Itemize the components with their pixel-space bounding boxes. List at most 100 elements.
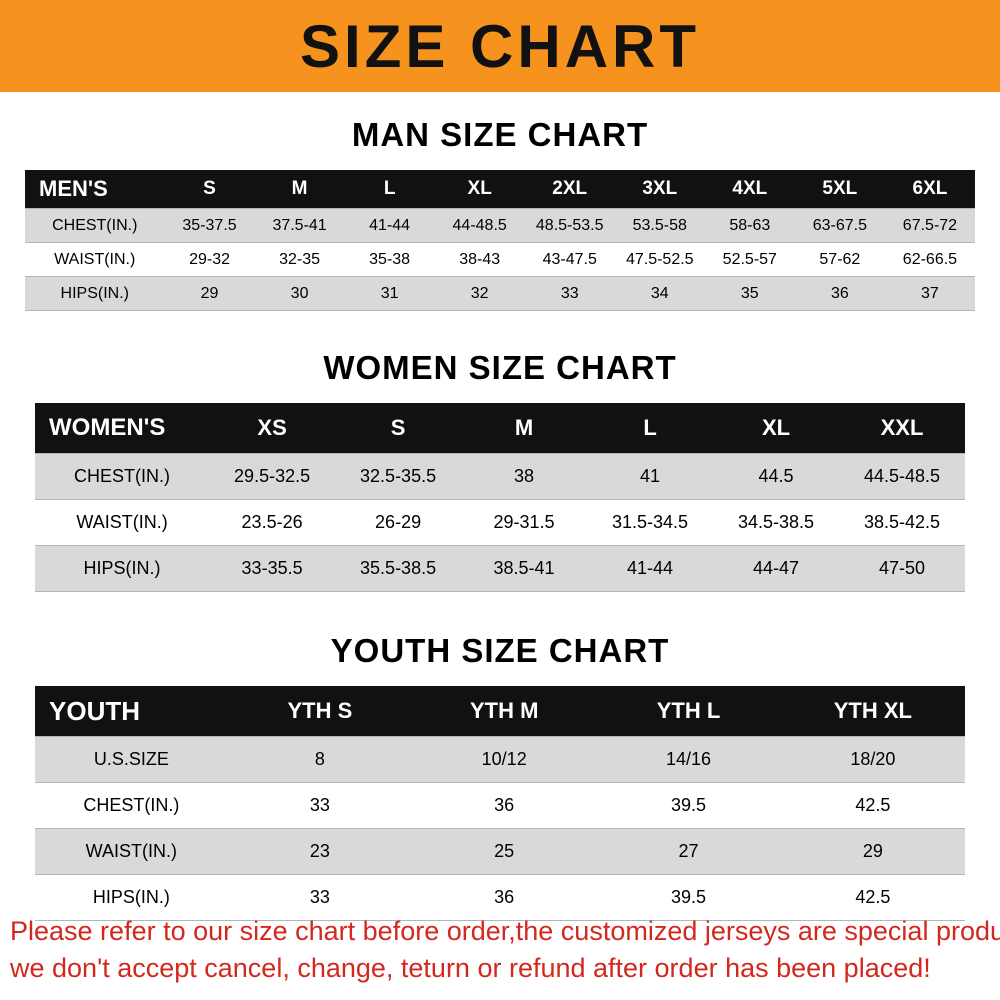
table-cell: 44.5: [713, 453, 840, 500]
footer-notice-line1: Please refer to our size chart before or…: [10, 916, 1000, 947]
column-header: 5XL: [794, 170, 885, 209]
youth-size-table: YOUTH YTH S YTH M YTH L YTH XL U.S.SIZE 8 10/12…: [35, 686, 965, 921]
table-cell: 37.5-41: [254, 208, 345, 243]
table-cell: 58-63: [704, 208, 795, 243]
table-cell: 52.5-57: [704, 242, 795, 277]
table-header-row: WOMEN'S XS S M L XL XXL: [35, 403, 965, 454]
table-cell: 62-66.5: [884, 242, 975, 277]
column-header: S: [335, 403, 462, 454]
column-header: M: [254, 170, 345, 209]
table-cell: 23.5-26: [209, 499, 336, 546]
table-cell: 41-44: [344, 208, 435, 243]
table-row: HIPS(IN.) 29 30 31 32 33 34 35 36 37: [25, 276, 975, 311]
table-row: HIPS(IN.) 33-35.5 35.5-38.5 38.5-41 41-44 44-…: [35, 545, 965, 592]
table-cell: 38-43: [434, 242, 525, 277]
column-header: YTH M: [412, 686, 597, 737]
table-row: CHEST(IN.) 29.5-32.5 32.5-35.5 38 41 44.5 44.5…: [35, 453, 965, 500]
table-row: WAIST(IN.) 23.5-26 26-29 29-31.5 31.5-34.5 34…: [35, 499, 965, 546]
table-cell: 43-47.5: [524, 242, 615, 277]
column-header: 4XL: [704, 170, 795, 209]
row-label: WAIST(IN.): [25, 242, 165, 277]
table-cell: 31: [344, 276, 435, 311]
table-cell: 38: [461, 453, 588, 500]
table-cell: 57-62: [794, 242, 885, 277]
women-section-heading: WOMEN SIZE CHART: [323, 349, 677, 386]
table-cell: 44.5-48.5: [839, 453, 965, 500]
row-label: HIPS(IN.): [35, 545, 210, 592]
men-section-heading: MAN SIZE CHART: [351, 116, 649, 153]
table-cell: 29-31.5: [461, 499, 588, 546]
table-cell: 30: [254, 276, 345, 311]
table-cell: 36: [794, 276, 885, 311]
table-cell: 34.5-38.5: [713, 499, 840, 546]
table-row: WAIST(IN.) 23 25 27 29: [35, 828, 965, 875]
table-cell: 41-44: [587, 545, 714, 592]
table-cell: 33: [227, 782, 413, 829]
table-cell: 33: [524, 276, 615, 311]
table-row: CHEST(IN.) 35-37.5 37.5-41 41-44 44-48.5 48.5…: [25, 208, 975, 243]
table-cell: 29: [164, 276, 255, 311]
column-header: XL: [713, 403, 840, 454]
row-label: HIPS(IN.): [25, 276, 165, 311]
table-cell: 34: [614, 276, 705, 311]
table-cell: 31.5-34.5: [587, 499, 714, 546]
table-cell: 41: [587, 453, 714, 500]
table-cell: 38.5-41: [461, 545, 588, 592]
row-label: HIPS(IN.): [35, 874, 228, 921]
table-cell: 32: [434, 276, 525, 311]
table-row: WAIST(IN.) 29-32 32-35 35-38 38-43 43-47.5 47.…: [25, 242, 975, 277]
table-cell: 23: [227, 828, 413, 875]
table-cell: 26-29: [335, 499, 462, 546]
footer-notice-line2: we don't accept cancel, change, teturn o…: [10, 952, 931, 983]
footer-notice: Please refer to our size chart before or…: [10, 913, 1000, 986]
column-header: XS: [209, 403, 336, 454]
banner: SIZE CHART: [0, 0, 1000, 92]
column-header: L: [344, 170, 435, 209]
column-header: YTH XL: [780, 686, 965, 737]
table-cell: 44-48.5: [434, 208, 525, 243]
row-label: WAIST(IN.): [35, 499, 210, 546]
table-cell: 8: [227, 736, 413, 783]
table-cell: 39.5: [596, 874, 781, 921]
table-title-cell: YOUTH: [35, 686, 228, 737]
table-row: CHEST(IN.) 33 36 39.5 42.5: [35, 782, 965, 829]
table-cell: 33: [227, 874, 413, 921]
table-cell: 47.5-52.5: [614, 242, 705, 277]
table-cell: 25: [412, 828, 597, 875]
table-cell: 27: [596, 828, 781, 875]
table-cell: 35-38: [344, 242, 435, 277]
table-cell: 37: [884, 276, 975, 311]
table-cell: 36: [412, 782, 597, 829]
men-size-table: MEN'S S M L XL 2XL 3XL 4XL 5XL 6XL CHEST(IN.) 35-37…: [25, 170, 975, 311]
column-header: S: [164, 170, 255, 209]
table-cell: 32.5-35.5: [335, 453, 462, 500]
table-cell: 47-50: [839, 545, 965, 592]
table-title-cell: MEN'S: [25, 170, 165, 209]
table-cell: 18/20: [780, 736, 965, 783]
column-header: XXL: [839, 403, 965, 454]
row-label: CHEST(IN.): [25, 208, 165, 243]
table-cell: 36: [412, 874, 597, 921]
column-header: YTH S: [227, 686, 413, 737]
table-cell: 33-35.5: [209, 545, 336, 592]
table-cell: 29: [780, 828, 965, 875]
table-cell: 42.5: [780, 782, 965, 829]
table-cell: 53.5-58: [614, 208, 705, 243]
column-header: 3XL: [614, 170, 705, 209]
table-cell: 35-37.5: [164, 208, 255, 243]
table-cell: 63-67.5: [794, 208, 885, 243]
row-label: WAIST(IN.): [35, 828, 228, 875]
column-header: M: [461, 403, 588, 454]
table-cell: 32-35: [254, 242, 345, 277]
table-cell: 42.5: [780, 874, 965, 921]
row-label: CHEST(IN.): [35, 782, 228, 829]
banner-title: SIZE CHART: [300, 12, 700, 80]
table-cell: 35.5-38.5: [335, 545, 462, 592]
column-header: XL: [434, 170, 525, 209]
table-cell: 38.5-42.5: [839, 499, 965, 546]
table-cell: 29.5-32.5: [209, 453, 336, 500]
table-row: U.S.SIZE 8 10/12 14/16 18/20: [35, 736, 965, 783]
table-cell: 29-32: [164, 242, 255, 277]
column-header: L: [587, 403, 714, 454]
